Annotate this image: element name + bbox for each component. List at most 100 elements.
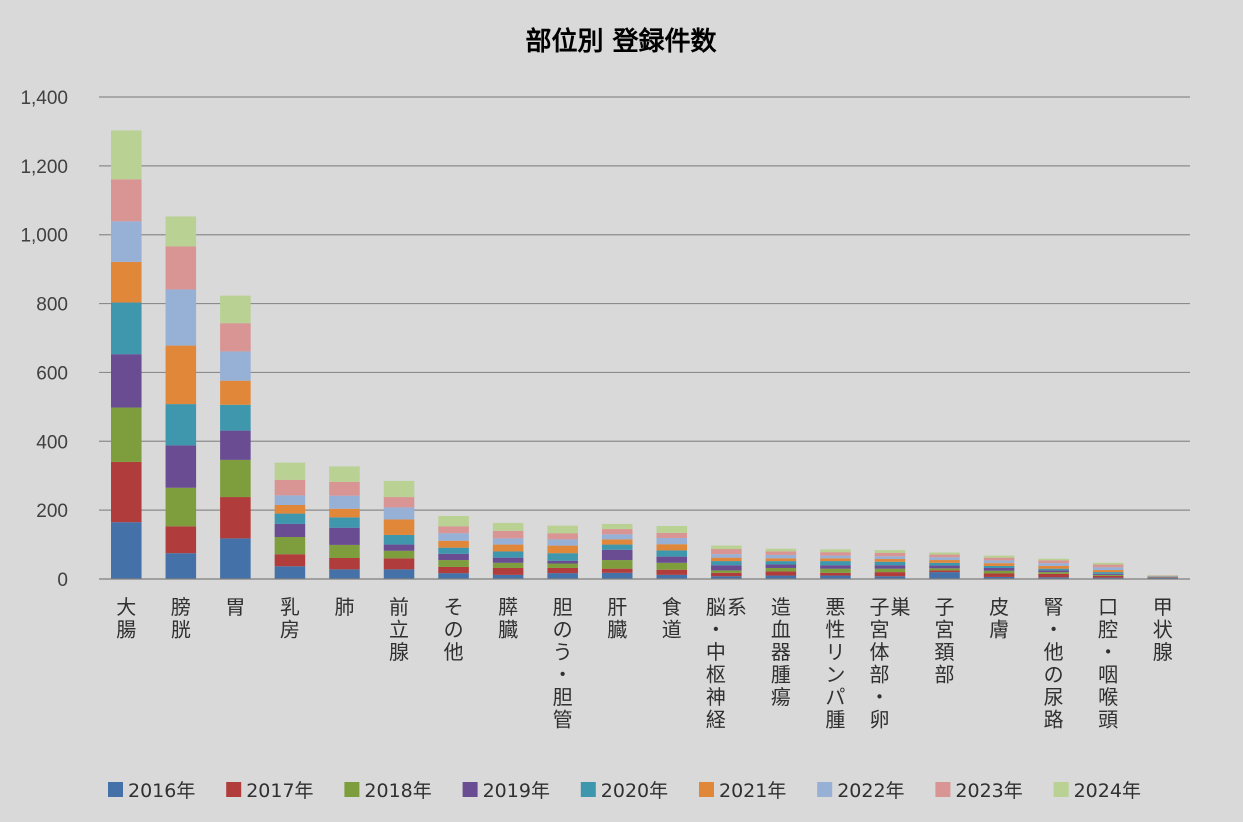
bar-segment — [711, 561, 742, 566]
y-tick-label: 1,200 — [20, 157, 68, 178]
bar-segment — [1092, 567, 1124, 571]
bar-segment — [1092, 564, 1124, 568]
legend-item: 2019年 — [462, 780, 550, 802]
category-label: 甲状腺 — [1153, 595, 1173, 664]
bar-segment — [165, 404, 197, 446]
bar-segment — [765, 554, 797, 559]
bar-segment — [274, 536, 306, 555]
bar-segment — [711, 557, 742, 562]
bar-segment — [983, 573, 1015, 577]
legend-label: 2024年 — [1074, 780, 1141, 802]
bar-segment — [547, 539, 578, 546]
legend-swatch — [462, 782, 478, 797]
bar-segment — [711, 545, 742, 550]
bar-segment — [711, 572, 742, 577]
bar-segment — [711, 554, 742, 558]
bar-segment — [329, 527, 360, 545]
bar-segment — [656, 556, 688, 563]
bar-segment — [929, 560, 960, 563]
bar-segment — [492, 544, 524, 552]
bar-segment — [111, 179, 142, 222]
y-tick-label: 1,000 — [20, 226, 68, 247]
bar-segment — [383, 519, 415, 535]
bar-segment — [1092, 572, 1124, 574]
category-label: 胃 — [225, 595, 245, 619]
category-label: 腎・他の尿路 — [1044, 595, 1064, 732]
bar-segment — [438, 560, 469, 567]
category-label: 食道 — [662, 595, 682, 642]
bar-segment — [929, 572, 960, 579]
bar-segment — [492, 562, 524, 568]
bar-segment — [765, 564, 797, 568]
category-label: 子宮体部・卵巣 — [869, 595, 910, 732]
category-label: 悪性リンパ腫 — [825, 595, 845, 732]
category-label: 乳房 — [280, 595, 300, 642]
bar-segment — [220, 380, 251, 405]
bar-segment — [111, 221, 142, 262]
bar-segment — [1038, 560, 1069, 564]
bar-segment — [601, 549, 633, 561]
y-tick-label: 400 — [36, 432, 68, 453]
bar-segment — [383, 480, 415, 498]
y-tick-label: 800 — [36, 295, 68, 316]
category-label: 大腸 — [116, 595, 136, 642]
bar-segment — [329, 517, 360, 528]
bar-segment — [656, 544, 688, 551]
bar-segment — [983, 563, 1015, 566]
bar-segment — [601, 544, 633, 550]
category-label: 造血器腫瘍 — [771, 595, 791, 709]
bar-segment — [220, 459, 251, 498]
legend-item: 2023年 — [935, 780, 1023, 802]
bar-segment — [492, 551, 524, 558]
bar-segment — [874, 565, 906, 569]
bar-segment — [220, 351, 251, 381]
bar-segment — [438, 573, 469, 579]
bar-segment — [220, 430, 251, 460]
bar-segment — [983, 555, 1015, 558]
bar-segment — [874, 550, 906, 553]
y-tick-label: 0 — [57, 570, 68, 591]
bar-segment — [111, 461, 142, 523]
bar-segment — [492, 538, 524, 545]
bar-segment — [656, 562, 688, 570]
bar-segment — [111, 302, 142, 355]
bar-segment — [220, 323, 251, 352]
legend-item: 2024年 — [1053, 780, 1141, 802]
bar-segment — [111, 130, 142, 180]
bar-segment — [274, 513, 306, 524]
category-label: 前立腺 — [389, 595, 409, 664]
bar-segment — [983, 557, 1015, 561]
legend-swatch — [699, 782, 714, 797]
bar-segment — [165, 216, 197, 247]
legend-item: 2021年 — [699, 780, 786, 802]
bar-segment — [165, 445, 197, 488]
bar-segment — [874, 559, 906, 562]
legend: 2016年 2017年 2018年 2019年 2020年 2021年 2022年 2023年… — [108, 780, 1141, 802]
bar-segment — [438, 526, 469, 534]
bar-segment — [929, 565, 960, 569]
bar-segment — [438, 533, 469, 541]
bar-segment — [274, 566, 306, 579]
legend-label: 2018年 — [364, 780, 431, 802]
legend-label: 2020年 — [601, 780, 668, 802]
bar-segment — [1038, 570, 1069, 573]
bar-segment — [383, 558, 415, 570]
bar-segment — [874, 552, 906, 557]
bar-segment — [274, 495, 306, 505]
bar-segment — [820, 552, 851, 556]
bar-segment — [820, 572, 851, 576]
bar-segment — [874, 556, 906, 560]
bar-segment — [220, 538, 251, 579]
legend-label: 2017年 — [246, 780, 313, 802]
bar-segment — [820, 575, 851, 579]
bar-segment — [329, 481, 360, 496]
bar-segment — [601, 534, 633, 540]
legend-item: 2018年 — [344, 780, 432, 802]
bar-segment — [547, 525, 578, 534]
legend-swatch — [580, 782, 596, 797]
bar-segment — [656, 574, 688, 579]
bar-segment — [1092, 577, 1124, 579]
bar-segment — [547, 553, 578, 561]
bar-segment — [165, 553, 197, 579]
